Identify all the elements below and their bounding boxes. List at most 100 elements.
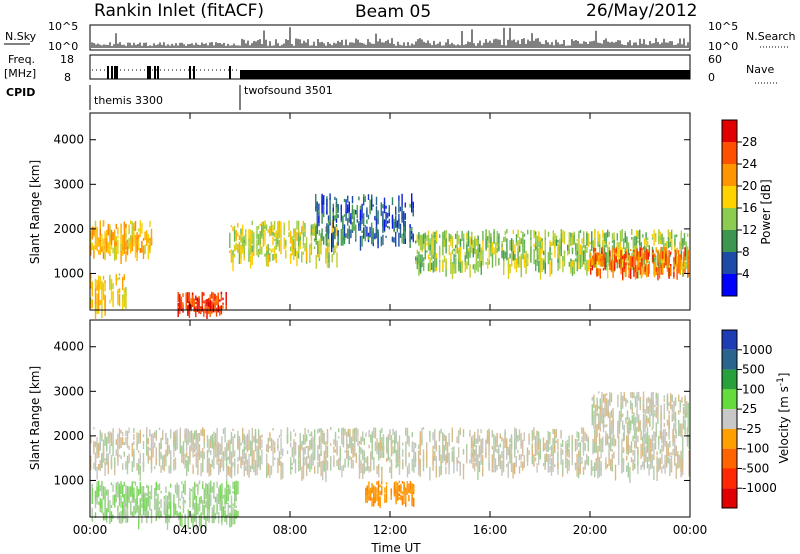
echo-mark xyxy=(203,507,205,516)
echo-mark xyxy=(661,431,663,444)
echo-mark xyxy=(149,245,151,249)
echo-mark xyxy=(443,230,446,240)
echo-mark xyxy=(595,260,598,276)
echo-mark xyxy=(616,262,618,269)
echo-mark xyxy=(98,275,100,282)
echo-mark xyxy=(392,440,394,444)
echo-mark xyxy=(280,456,282,459)
echo-mark xyxy=(275,254,277,258)
echo-mark xyxy=(625,262,627,266)
echo-mark xyxy=(453,446,455,462)
echo-mark xyxy=(601,407,603,411)
echo-mark xyxy=(643,461,645,470)
echo-mark xyxy=(342,215,344,230)
echo-mark xyxy=(507,446,509,456)
echo-mark xyxy=(480,429,482,434)
echo-mark xyxy=(114,465,116,476)
echo-mark xyxy=(130,501,132,514)
echo-mark xyxy=(617,397,619,408)
echo-mark xyxy=(494,436,497,450)
echo-mark xyxy=(203,429,205,443)
echo-mark xyxy=(467,230,470,234)
echo-mark xyxy=(683,253,686,268)
echo-mark xyxy=(573,233,575,245)
echo-mark xyxy=(402,449,404,455)
echo-mark xyxy=(96,303,98,314)
echo-mark xyxy=(334,434,337,438)
colorbar-swatch xyxy=(722,349,737,370)
echo-mark xyxy=(448,463,450,475)
echo-mark xyxy=(678,465,681,468)
echo-mark xyxy=(576,439,578,450)
echo-mark xyxy=(229,237,231,248)
echo-mark xyxy=(342,230,344,246)
cpid-label: CPID xyxy=(6,86,35,99)
echo-mark xyxy=(312,229,314,233)
echo-mark xyxy=(515,241,518,246)
echo-mark xyxy=(242,452,244,465)
echo-mark xyxy=(443,434,445,441)
echo-mark xyxy=(109,433,111,444)
echo-mark xyxy=(606,439,609,444)
echo-mark xyxy=(549,436,551,445)
echo-mark xyxy=(290,442,292,448)
echo-mark xyxy=(160,490,162,494)
echo-mark xyxy=(202,453,204,469)
echo-mark xyxy=(270,249,273,253)
echo-mark xyxy=(401,481,404,484)
echo-mark xyxy=(224,427,226,443)
echo-mark xyxy=(220,306,223,310)
echo-mark xyxy=(134,510,137,515)
echo-mark xyxy=(675,234,678,237)
echo-mark xyxy=(168,501,170,510)
echo-mark xyxy=(173,466,175,471)
echo-mark xyxy=(90,297,92,304)
echo-mark xyxy=(104,240,106,250)
echo-mark xyxy=(219,501,221,511)
echo-mark xyxy=(366,456,369,471)
echo-mark xyxy=(629,467,631,483)
echo-mark xyxy=(218,454,220,463)
echo-mark xyxy=(668,424,670,440)
echo-mark xyxy=(432,260,434,273)
echo-mark xyxy=(196,304,199,312)
echo-mark xyxy=(131,221,133,236)
echo-mark xyxy=(413,457,415,468)
echo-mark xyxy=(544,239,546,254)
colorbar-tick-label: 4 xyxy=(742,267,750,281)
echo-mark xyxy=(155,457,157,465)
echo-mark xyxy=(578,464,580,472)
echo-mark xyxy=(232,514,234,525)
echo-mark xyxy=(224,447,226,456)
echo-mark xyxy=(648,435,650,438)
echo-mark xyxy=(658,439,660,450)
echo-mark xyxy=(114,504,116,508)
echo-mark xyxy=(542,447,545,452)
echo-mark xyxy=(415,256,417,261)
echo-mark xyxy=(142,452,145,467)
echo-mark xyxy=(358,223,360,231)
echo-mark xyxy=(647,250,649,253)
echo-mark xyxy=(639,229,641,246)
echo-mark xyxy=(110,280,113,290)
echo-mark xyxy=(663,250,665,263)
echo-mark xyxy=(611,438,613,446)
echo-mark xyxy=(666,256,669,269)
echo-mark xyxy=(330,457,332,471)
echo-mark xyxy=(482,461,484,466)
echo-mark xyxy=(648,446,650,455)
echo-mark xyxy=(571,261,574,277)
echo-mark xyxy=(595,457,597,471)
echo-mark xyxy=(432,445,434,461)
echo-mark xyxy=(554,246,556,258)
echo-mark xyxy=(663,403,665,414)
echo-mark xyxy=(592,466,594,471)
echo-mark xyxy=(179,498,181,501)
echo-mark xyxy=(227,456,229,461)
echo-mark xyxy=(511,251,513,267)
echo-mark xyxy=(641,264,643,278)
echo-mark xyxy=(673,423,675,431)
echo-mark xyxy=(477,454,479,467)
echo-mark xyxy=(654,262,656,268)
